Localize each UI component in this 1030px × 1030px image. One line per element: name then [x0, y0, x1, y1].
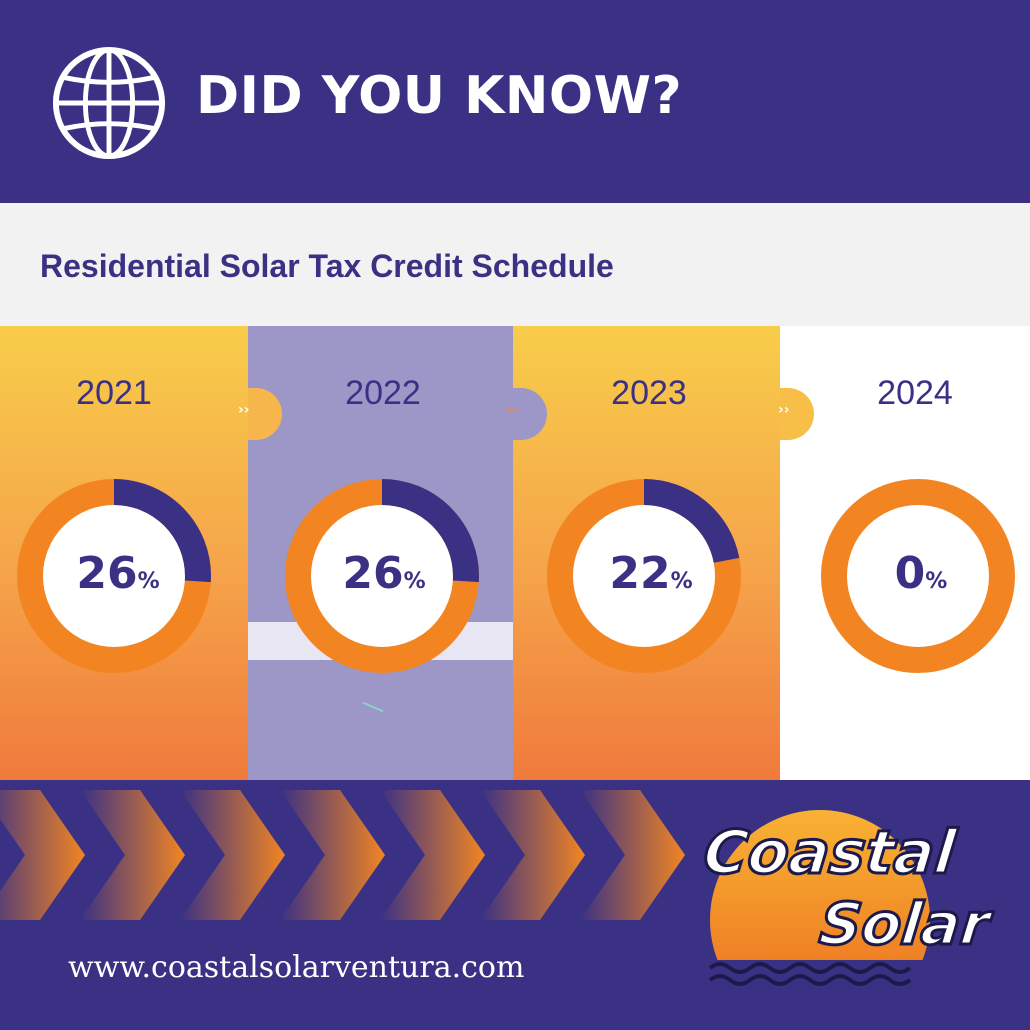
percent-number: 26 [342, 548, 404, 599]
percent-number: 22 [609, 548, 671, 599]
donut-chart [821, 479, 1015, 673]
chevron-arrow [80, 790, 185, 920]
page-title: Residential Solar Tax Credit Schedule [40, 248, 614, 284]
header-banner: DID YOU KNOW? [0, 0, 1030, 203]
chevron-arrow [480, 790, 585, 920]
double-arrow-icon: ›› [238, 402, 250, 418]
percent-unit: % [670, 569, 693, 594]
chevron-arrow [180, 790, 285, 920]
coastal-solar-logo [690, 800, 1010, 1000]
chevron-arrow [0, 790, 85, 920]
chevron-arrow [580, 790, 685, 920]
percent-number: 0 [894, 548, 926, 599]
double-arrow-icon: ›› [778, 402, 790, 418]
percent-unit: % [137, 569, 160, 594]
donut-chart [547, 479, 741, 673]
percent-unit: % [403, 569, 426, 594]
percent-value: 26% [20, 548, 216, 599]
year-label: 2023 [611, 374, 687, 412]
double-arrow-icon: ›› [506, 402, 518, 418]
website-url[interactable]: www.coastalsolarventura.com [68, 950, 525, 985]
percent-value: 26% [286, 548, 482, 599]
donut-value-arc [17, 479, 211, 673]
year-label: 2021 [76, 374, 152, 412]
percent-number: 26 [76, 548, 138, 599]
donut-track [821, 479, 1015, 673]
logo-text: Coastal [699, 817, 961, 890]
chevron-arrows-decoration [0, 790, 685, 920]
percent-unit: % [925, 569, 948, 594]
globe-icon [52, 46, 166, 160]
subtitle-band [0, 203, 1030, 326]
schedule-panels: ›› ›› ›› 2021 2022 2023 2024 26% 26% 22%… [0, 326, 1030, 780]
percent-value: 22% [553, 548, 749, 599]
donut-chart [285, 479, 479, 673]
chevron-arrow [280, 790, 385, 920]
year-label: 2024 [877, 374, 953, 412]
year-label: 2022 [345, 374, 421, 412]
donut-chart [17, 479, 211, 673]
chevron-arrow [380, 790, 485, 920]
logo-text: Solar [815, 889, 994, 960]
headline: DID YOU KNOW? [196, 66, 683, 126]
percent-value: 0% [823, 548, 1019, 599]
donut-value-arc [285, 479, 479, 673]
donut-value-arc [547, 479, 741, 673]
